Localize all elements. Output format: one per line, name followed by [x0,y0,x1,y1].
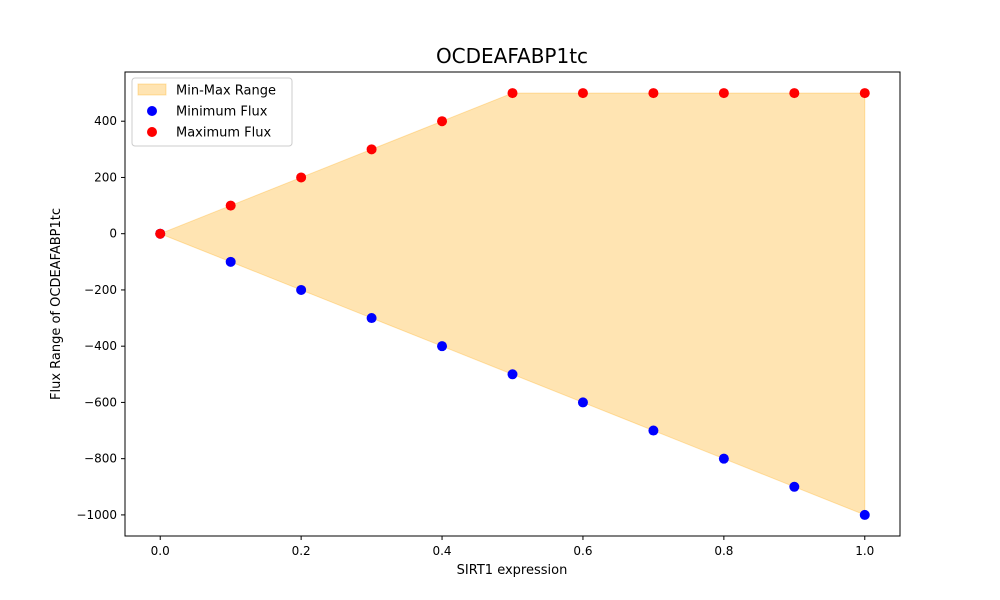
legend-label-maximum-flux: Maximum Flux [176,126,272,141]
y-tick-label: −800 [84,452,117,466]
maximum-flux-point [155,228,166,239]
minimum-flux-point [789,481,800,492]
y-tick-label: 400 [94,114,117,128]
y-tick-label: −600 [84,395,117,409]
chart-title: OCDEAFABP1tc [436,44,588,68]
axes-layer: 0.0 0.2 0.4 0.6 0.8 1.0 −1000 −800 −600 −400 −200 0… [76,71,901,558]
maximum-flux-point [859,88,870,99]
minimum-flux-point [859,509,870,520]
maximum-flux-point [507,88,518,99]
y-tick-label: −400 [84,339,117,353]
minimum-flux-point [296,284,307,295]
legend-marker-maximum-flux [147,127,157,137]
min-max-range-area [158,92,866,516]
minimum-flux-point [225,256,236,267]
minimum-flux-point [437,341,448,352]
x-tick-label: 0.8 [714,544,733,558]
y-tick-label: 0 [109,227,117,241]
fill-layer [158,92,866,516]
maximum-flux-point [437,116,448,127]
legend: Min-Max Range Minimum Flux Maximum Flux [131,77,293,147]
y-axis-label: Flux Range of OCDEAFABP1tc [49,208,64,400]
x-tick-label: 0.2 [292,544,311,558]
legend-frame [131,77,293,147]
legend-label-minimum-flux: Minimum Flux [176,105,268,120]
points-layer [155,88,870,520]
minimum-flux-point [366,313,377,324]
maximum-flux-point [789,88,800,99]
y-tick-label: 200 [94,170,117,184]
minimum-flux-point [577,397,588,408]
x-axis-label: SIRT1 expression [457,563,568,578]
maximum-flux-point [648,88,659,99]
legend-marker-minimum-flux [147,106,157,116]
x-tick-label: 1.0 [855,544,874,558]
maximum-flux-point [366,144,377,155]
maximum-flux-point [296,172,307,183]
minimum-flux-point [507,369,518,380]
plot-frame [124,71,901,537]
y-tick-label: −200 [84,283,117,297]
maximum-flux-point [577,88,588,99]
minimum-flux-point [648,425,659,436]
legend-swatch-min-max-range [137,83,167,96]
y-tick-label: −1000 [76,508,117,522]
x-tick-label: 0.0 [151,544,170,558]
maximum-flux-point [225,200,236,211]
x-tick-label: 0.4 [432,544,451,558]
minimum-flux-point [718,453,729,464]
legend-label-min-max-range: Min-Max Range [176,84,276,99]
x-tick-label: 0.6 [573,544,592,558]
maximum-flux-point [718,88,729,99]
